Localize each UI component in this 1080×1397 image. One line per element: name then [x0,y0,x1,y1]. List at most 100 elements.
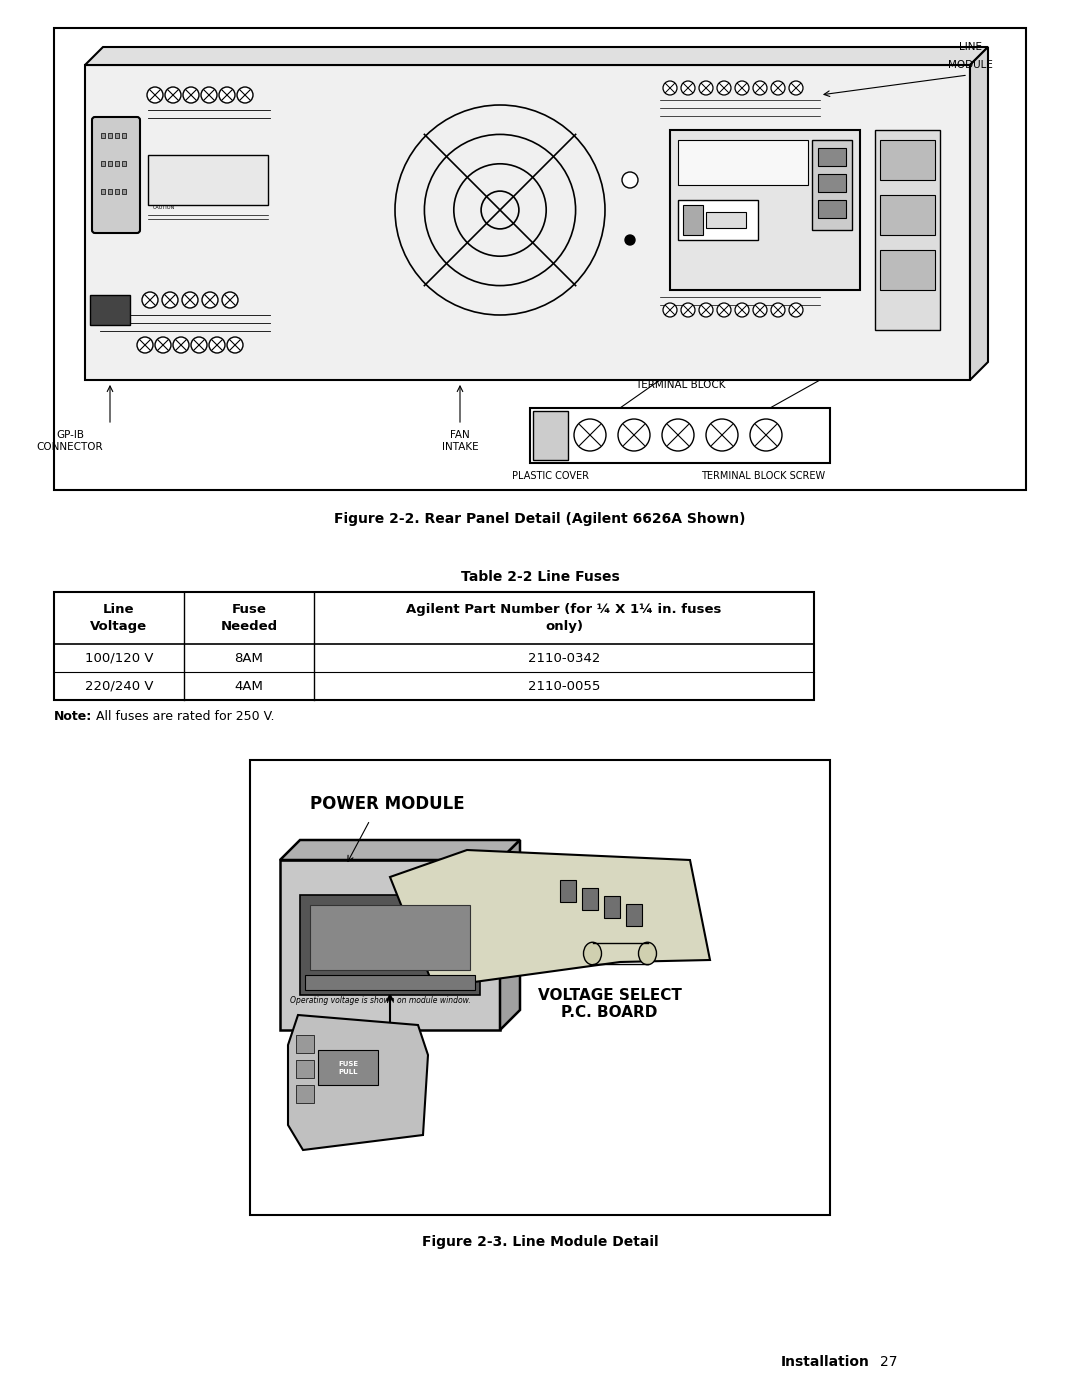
Polygon shape [288,1016,428,1150]
Circle shape [162,292,178,307]
Circle shape [717,81,731,95]
Text: Fuse
Needed: Fuse Needed [220,604,278,633]
Bar [534,411,568,460]
Circle shape [222,292,238,307]
Bar [812,140,852,231]
Bar [122,189,126,194]
Bar [875,130,940,330]
Bar [880,250,935,291]
Bar [108,161,112,166]
Text: 27: 27 [880,1355,897,1369]
Bar [310,905,470,970]
Circle shape [771,303,785,317]
Circle shape [717,303,731,317]
Bar [678,200,758,240]
Text: VOLTAGE SELECT
P.C. BOARD: VOLTAGE SELECT P.C. BOARD [538,988,681,1020]
Circle shape [237,87,253,103]
Circle shape [141,292,158,307]
Text: All fuses are rated for 250 V.: All fuses are rated for 250 V. [92,710,274,724]
Bar [626,904,642,926]
Polygon shape [500,840,519,1030]
Ellipse shape [583,942,602,965]
Bar [122,161,126,166]
Bar [604,895,620,918]
Circle shape [201,87,217,103]
Bar [561,880,576,902]
Text: 100/120 V: 100/120 V [84,651,153,665]
Circle shape [156,337,171,353]
Bar [114,189,119,194]
Text: Operating voltage is shown on module window.: Operating voltage is shown on module win… [291,996,471,1004]
Text: TERMINAL BLOCK SCREW: TERMINAL BLOCK SCREW [701,471,825,481]
Text: GP-IB: GP-IB [56,430,84,440]
Text: F1: F1 [658,947,677,961]
Polygon shape [280,840,519,861]
Text: 4AM: 4AM [234,679,264,693]
Circle shape [771,81,785,95]
Bar [818,175,846,191]
Bar [114,133,119,138]
Bar [296,1060,314,1078]
Bar [122,133,126,138]
Bar [582,888,598,909]
Circle shape [789,81,804,95]
Circle shape [147,87,163,103]
Circle shape [183,87,199,103]
Circle shape [750,419,782,451]
Circle shape [191,337,207,353]
Bar [54,28,1026,490]
Ellipse shape [638,942,657,965]
Bar [300,895,480,995]
Bar [249,760,831,1215]
Circle shape [573,419,606,451]
Circle shape [663,303,677,317]
Polygon shape [970,47,988,380]
Bar [102,133,105,138]
Circle shape [165,87,181,103]
Bar [683,205,703,235]
Bar [108,189,112,194]
Circle shape [183,292,198,307]
Circle shape [681,303,696,317]
Bar [818,200,846,218]
Polygon shape [390,849,710,988]
Text: MODULE: MODULE [947,60,993,70]
Circle shape [202,292,218,307]
Bar [818,148,846,166]
Circle shape [735,303,750,317]
Bar [706,212,746,228]
Bar [880,140,935,180]
Circle shape [753,303,767,317]
Bar [296,1085,314,1104]
Text: CAUTION: CAUTION [153,205,175,210]
Text: 2110-0342: 2110-0342 [528,651,600,665]
Polygon shape [85,47,988,66]
Text: TERMINAL BLOCK: TERMINAL BLOCK [635,380,726,390]
Circle shape [622,172,638,189]
Text: Agilent Part Number (for ¼ X 1¼ in. fuses
only): Agilent Part Number (for ¼ X 1¼ in. fuse… [406,604,721,633]
Bar [148,155,268,205]
Circle shape [699,303,713,317]
FancyBboxPatch shape [92,117,140,233]
Text: FAN: FAN [450,430,470,440]
Bar [305,975,475,990]
Text: Figure 2-3. Line Module Detail: Figure 2-3. Line Module Detail [421,1235,659,1249]
Text: INTAKE: INTAKE [442,441,478,453]
Text: FUSE
PULL: FUSE PULL [338,1062,359,1074]
Circle shape [753,81,767,95]
Circle shape [706,419,738,451]
Text: 8AM: 8AM [234,651,264,665]
Text: Note:: Note: [54,710,92,724]
Circle shape [173,337,189,353]
Text: Installation: Installation [781,1355,870,1369]
Circle shape [735,81,750,95]
Text: Table 2-2 Line Fuses: Table 2-2 Line Fuses [461,570,619,584]
Circle shape [699,81,713,95]
Circle shape [663,81,677,95]
Bar [530,408,831,462]
Text: CONNECTOR: CONNECTOR [37,441,104,453]
Circle shape [625,235,635,244]
Bar [670,130,860,291]
Circle shape [662,419,694,451]
Bar [880,196,935,235]
